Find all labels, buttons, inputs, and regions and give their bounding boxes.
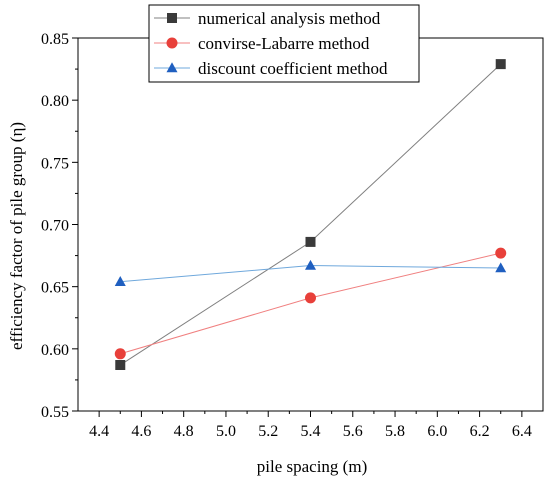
data-point	[305, 259, 316, 270]
data-point	[305, 292, 316, 304]
legend-box	[148, 4, 420, 83]
legend-marker	[167, 13, 177, 23]
data-point	[114, 348, 126, 360]
legend-label: discount coefficient method	[198, 59, 388, 78]
legend-marker	[166, 62, 178, 73]
x-tick-label: 5.4	[301, 423, 321, 440]
y-tick-label: 0.70	[41, 218, 69, 235]
x-tick-label: 5.0	[216, 423, 236, 440]
data-point	[305, 236, 316, 247]
x-axis-ticks: 4.4 4.6 4.8 5.0 5.2 5.4 5.6 5.8 6.0 6.2 6.4	[89, 411, 532, 440]
legend-item: discount coefficient method	[154, 59, 388, 78]
y-tick-label: 0.85	[41, 31, 69, 48]
data-point	[495, 59, 506, 70]
x-tick-label: 5.2	[258, 423, 278, 440]
legend-item: numerical analysis method	[154, 9, 381, 28]
x-tick-label: 5.8	[385, 423, 405, 440]
y-tick-label: 0.75	[41, 155, 69, 172]
y-axis-label: efficiency factor of pile group (η)	[7, 122, 26, 350]
y-tick-label: 0.55	[41, 404, 69, 421]
data-point	[115, 359, 126, 370]
x-tick-label: 6.2	[470, 423, 490, 440]
legend-label: convirse-Labarre method	[198, 34, 370, 53]
y-axis-ticks: 0.55 0.60 0.65 0.70 0.75 0.80 0.85	[41, 31, 78, 421]
x-tick-label: 6.4	[512, 423, 532, 440]
y-tick-label: 0.60	[41, 342, 69, 359]
legend-label: numerical analysis method	[198, 9, 381, 28]
x-tick-label: 4.4	[89, 423, 109, 440]
y-tick-label: 0.80	[41, 93, 69, 110]
x-tick-label: 4.8	[174, 423, 194, 440]
series-1	[115, 59, 506, 370]
series-layer	[114, 59, 507, 370]
x-tick-label: 6.0	[427, 423, 447, 440]
y-tick-label: 0.65	[41, 280, 69, 297]
x-tick-label: 4.6	[131, 423, 151, 440]
data-point	[114, 275, 126, 286]
data-point	[495, 262, 507, 273]
series-3	[114, 259, 507, 286]
series-line	[119, 63, 502, 366]
legend-item: convirse-Labarre method	[154, 34, 370, 53]
x-tick-label: 5.6	[343, 423, 363, 440]
axes	[77, 37, 544, 412]
series-2	[114, 247, 507, 360]
legend-marker	[166, 37, 178, 49]
plot-frame	[77, 37, 544, 412]
x-axis-label: pile spacing (m)	[257, 457, 367, 476]
legend: numerical analysis method convirse-Labarr…	[148, 4, 420, 83]
data-point	[495, 247, 507, 259]
